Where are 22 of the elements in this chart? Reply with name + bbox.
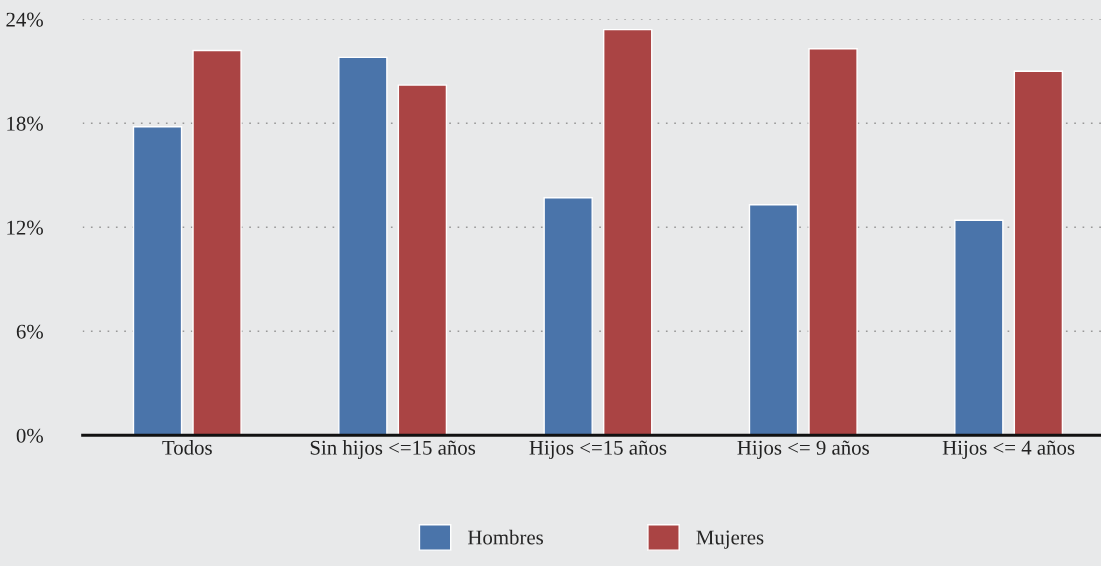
bar xyxy=(132,126,183,436)
legend-label: Mujeres xyxy=(696,530,764,549)
x-tick-label: Hijos <= 9 años xyxy=(737,440,869,460)
bar xyxy=(1013,70,1064,436)
legend-label: Hombres xyxy=(467,529,543,545)
bar xyxy=(603,28,653,436)
bar xyxy=(954,219,1004,436)
bar xyxy=(338,56,388,436)
bar xyxy=(808,48,858,436)
bar xyxy=(543,197,593,436)
bar xyxy=(397,84,448,436)
y-tick-label: 18% xyxy=(7,116,43,131)
x-tick-label: Hijos <=15 años xyxy=(529,440,667,460)
x-tick-label: Hijos <= 4 años xyxy=(942,440,1075,460)
x-tick-label: Sin hijos <=15 años xyxy=(310,440,476,460)
y-tick-label: 0% xyxy=(16,428,43,443)
y-tick-label: 12% xyxy=(7,220,43,235)
y-tick-label: 6% xyxy=(16,324,43,339)
x-tick-label: Todos xyxy=(162,440,212,455)
y-tick-label: 24% xyxy=(6,12,43,27)
bar xyxy=(748,204,799,436)
bar xyxy=(192,49,242,436)
